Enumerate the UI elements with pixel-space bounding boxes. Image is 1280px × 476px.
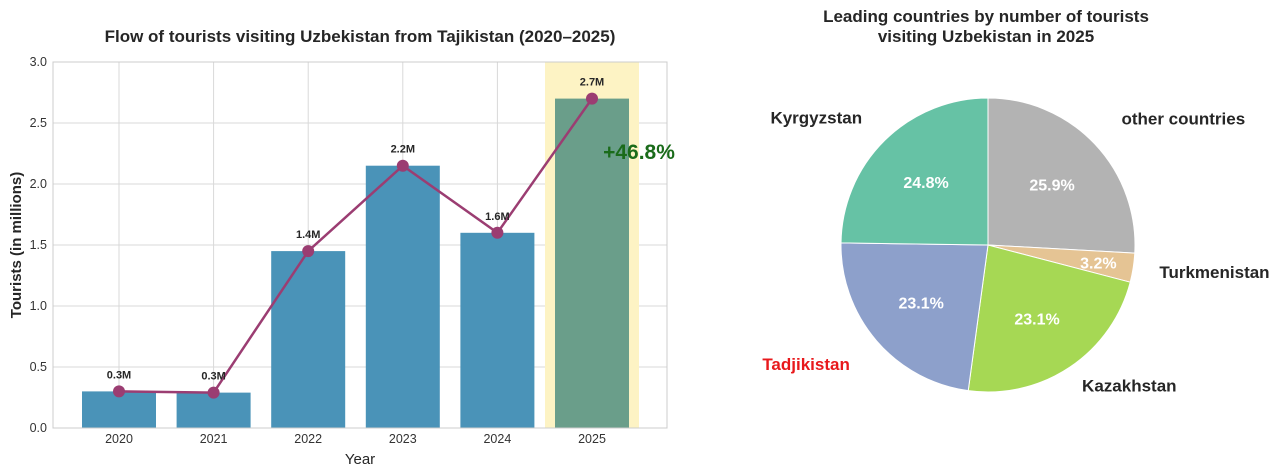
x-tick-label: 2024 <box>483 432 511 446</box>
bar-chart: Flow of tourists visiting Uzbekistan fro… <box>8 27 675 468</box>
pie-slice-kyrgyzstan <box>840 97 989 246</box>
bar-chart-title: Flow of tourists visiting Uzbekistan fro… <box>105 27 616 46</box>
data-label-2021: 0.3M <box>201 371 225 383</box>
trend-point-2020 <box>113 385 125 398</box>
bar-2022 <box>271 251 346 428</box>
pie-chart-title-line2: visiting Uzbekistan in 2025 <box>878 27 1094 46</box>
y-tick-label: 1.5 <box>30 238 47 252</box>
bar-2020 <box>82 391 156 428</box>
pie-slices <box>840 97 1136 393</box>
x-axis-label: Year <box>345 451 375 468</box>
pie-labels: 25.9% other countries 3.2% Turkmenistan 23.1… <box>762 108 1269 395</box>
bar-2023 <box>365 165 440 428</box>
pie-slice-kazakhstan <box>967 244 1131 393</box>
y-axis-label: Tourists (in millions) <box>8 172 25 318</box>
trend-line <box>113 92 598 399</box>
bar-series <box>82 98 629 428</box>
y-tick-label: 2.5 <box>30 116 47 130</box>
data-labels: 0.3M 0.3M 1.4M 2.2M 1.6M 2.7M <box>107 77 604 383</box>
y-tick-label: 0.0 <box>30 421 47 435</box>
trend-point-2025 <box>586 92 598 105</box>
trend-point-2022 <box>302 245 315 258</box>
bar-2024 <box>460 232 535 428</box>
pie-pct-label: 23.1% <box>1014 311 1059 328</box>
pie-pct-label: 23.1% <box>898 296 943 313</box>
x-tick-label: 2021 <box>200 432 228 446</box>
trend-point-2023 <box>396 159 409 172</box>
pie-pct-label: 25.9% <box>1029 177 1074 194</box>
x-tick-label: 2020 <box>105 432 133 446</box>
pie-name-label: Tadjikistan <box>762 355 850 374</box>
plot-frame <box>52 61 668 429</box>
pie-name-label: Kyrgyzstan <box>770 108 862 127</box>
y-tick-label: 1.0 <box>30 299 47 313</box>
y-tick-label: 0.5 <box>30 360 47 374</box>
x-tick-label: 2023 <box>389 432 417 446</box>
data-label-2025: 2.7M <box>580 77 604 89</box>
data-label-2023: 2.2M <box>391 144 415 156</box>
bar-2025 <box>555 98 629 428</box>
pie-chart-title-line1: Leading countries by number of tourists <box>823 7 1149 26</box>
pie-slice-other-countries <box>987 97 1136 254</box>
x-tick-label: 2022 <box>294 432 322 446</box>
trend-line-path <box>118 97 594 394</box>
data-label-2022: 1.4M <box>296 229 320 241</box>
pie-pct-label: 3.2% <box>1080 255 1116 272</box>
pie-chart: Leading countries by number of tourists … <box>762 7 1269 395</box>
data-label-2020: 0.3M <box>107 369 131 381</box>
data-label-2024: 1.6M <box>485 211 509 223</box>
y-tick-label: 2.0 <box>30 177 47 191</box>
pie-name-label: Kazakhstan <box>1082 376 1176 395</box>
x-tick-label: 2025 <box>578 432 606 446</box>
y-tick-label: 3.0 <box>30 55 47 69</box>
trend-point-2021 <box>207 386 220 399</box>
pie-slice-tadjikistan <box>840 242 989 392</box>
pie-name-label: other countries <box>1121 110 1245 129</box>
pie-pct-label: 24.8% <box>903 175 948 192</box>
trend-point-2024 <box>491 226 504 239</box>
pie-name-label: Turkmenistan <box>1159 263 1269 282</box>
growth-annotation: +46.8% <box>603 141 675 164</box>
x-axis-ticks: 2020 2021 2022 2023 2024 2025 <box>105 432 606 446</box>
y-axis-ticks: 0.0 0.5 1.0 1.5 2.0 2.5 3.0 <box>30 55 47 435</box>
